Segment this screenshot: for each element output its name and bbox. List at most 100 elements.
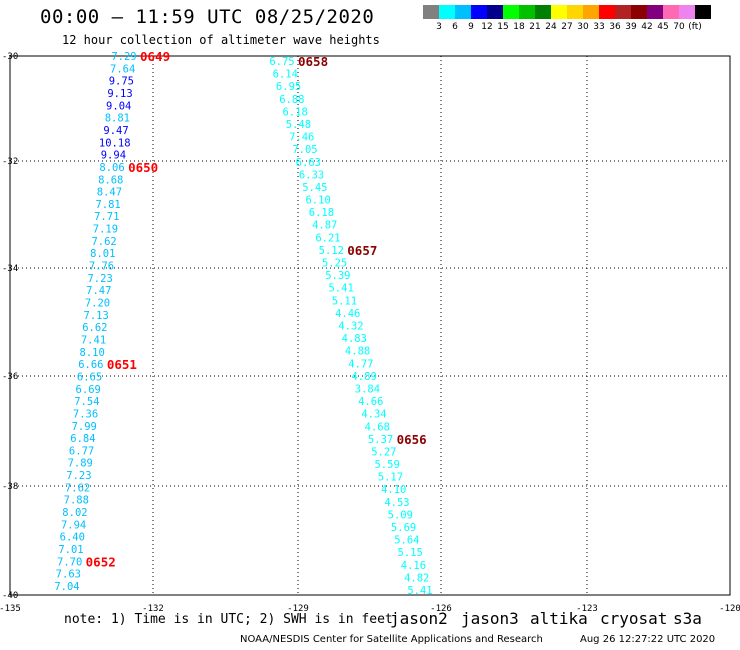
legend-label: 33: [593, 22, 605, 32]
swh-value: 5.45: [302, 182, 327, 194]
swh-value: 6.62: [82, 322, 107, 334]
legend-swatch: [423, 5, 439, 19]
swh-value: 6.18: [309, 207, 334, 219]
swh-value: 4.34: [361, 409, 386, 421]
legend-label: 30: [577, 22, 589, 32]
swh-value: 4.32: [338, 321, 363, 333]
lon-tick-label: -120: [719, 604, 740, 614]
legend-swatch: [695, 5, 711, 19]
swh-value: 7.81: [95, 199, 120, 211]
swh-value: 7.20: [85, 298, 110, 310]
swh-value: 6.14: [273, 69, 298, 81]
lon-tick-label: -135: [0, 604, 21, 614]
page-subtitle: 12 hour collection of altimeter wave hei…: [62, 33, 380, 47]
lon-tick-label: -129: [287, 604, 309, 614]
legend-swatch: [487, 5, 503, 19]
swh-value: 6.10: [305, 195, 330, 207]
swh-value: 6.69: [76, 384, 101, 396]
sat-label-altika: altika: [530, 609, 588, 628]
swh-value: 7.13: [84, 310, 109, 322]
swh-value: 7.46: [289, 132, 314, 144]
legend-swatch: [631, 5, 647, 19]
swh-value: 6.65: [77, 371, 102, 383]
swh-value: 4.68: [365, 421, 390, 433]
swh-value: 8.10: [80, 347, 105, 359]
legend-label: (ft): [688, 22, 702, 32]
swh-value: 4.83: [342, 333, 367, 345]
swh-value: 6.33: [299, 169, 324, 181]
legend-label: 21: [529, 22, 541, 32]
pass-time-label: 0649: [140, 49, 170, 64]
swh-value: 5.64: [394, 535, 419, 547]
swh-value: 7.29: [111, 51, 136, 63]
swh-value: 6.66: [78, 359, 103, 371]
swh-value: 7.94: [61, 519, 86, 531]
swh-value: 5.69: [391, 522, 416, 534]
swh-value: 8.47: [97, 187, 122, 199]
timestamp-text: Aug 26 12:27:22 UTC 2020: [580, 634, 716, 645]
footnote: note: 1) Time is in UTC; 2) SWH is in fe…: [64, 612, 393, 627]
swh-value: 7.89: [68, 458, 93, 470]
lat-tick-label: -34: [2, 264, 18, 274]
sat-label-jason3: jason3: [461, 609, 519, 628]
swh-value: 7.04: [54, 581, 79, 593]
legend-swatch: [663, 5, 679, 19]
swh-value: 8.06: [99, 162, 124, 174]
pass-time-label: 0656: [397, 432, 427, 447]
lon-tick-label: -132: [142, 604, 164, 614]
legend-label: 9: [468, 22, 474, 32]
sat-label-s3a: s3a: [673, 609, 702, 628]
legend-label: 18: [513, 22, 525, 32]
legend-swatch: [647, 5, 663, 19]
swh-value: 9.94: [101, 150, 126, 162]
swh-value: 4.66: [358, 396, 383, 408]
legend-label: 70: [673, 22, 685, 32]
legend-swatch: [439, 5, 455, 19]
swh-value: 6.95: [276, 81, 301, 93]
swh-value: 5.25: [322, 258, 347, 270]
swh-value: 5.48: [286, 119, 311, 131]
swh-value: 5.41: [328, 283, 353, 295]
swh-value: 7.19: [93, 224, 118, 236]
legend-label: 45: [657, 22, 669, 32]
pass-time-label: 0650: [128, 160, 158, 175]
swh-value: 5.39: [325, 270, 350, 282]
legend-label: 27: [561, 22, 573, 32]
swh-value: 9.04: [106, 100, 131, 112]
swh-value: 7.71: [94, 211, 119, 223]
swh-value: 4.16: [401, 560, 426, 572]
swh-value: 4.46: [335, 308, 360, 320]
legend-swatch: [503, 5, 519, 19]
swh-value: 7.63: [56, 569, 81, 581]
legend-label: 6: [452, 22, 458, 32]
swh-value: 8.02: [62, 507, 87, 519]
legend-swatch: [471, 5, 487, 19]
swh-value: 8.68: [98, 174, 123, 186]
legend-label: 12: [481, 22, 493, 32]
swh-value: 4.82: [404, 572, 429, 584]
lon-tick-label: -123: [576, 604, 598, 614]
swh-value: 7.01: [58, 544, 83, 556]
page-title: 00:00 – 11:59 UTC 08/25/2020: [40, 6, 375, 28]
swh-value: 6.18: [282, 106, 307, 118]
swh-value: 8.01: [90, 248, 115, 260]
credit-text: NOAA/NESDIS Center for Satellite Applica…: [240, 634, 543, 645]
swh-value: 5.17: [378, 472, 403, 484]
sat-label-jason2: jason2: [390, 609, 448, 628]
pass-time-label: 0651: [107, 357, 137, 372]
swh-value: 5.15: [397, 547, 422, 559]
lon-tick-label: -126: [430, 604, 452, 614]
lat-tick-label: -30: [2, 52, 18, 62]
swh-value: 7.36: [73, 408, 98, 420]
swh-value: 4.53: [384, 497, 409, 509]
swh-value: 7.64: [110, 63, 135, 75]
swh-value: 4.89: [351, 371, 376, 383]
swh-value: 7.23: [66, 470, 91, 482]
legend-swatch: [599, 5, 615, 19]
legend-swatch: [519, 5, 535, 19]
pass-time-label: 0658: [298, 54, 328, 69]
legend-label: 42: [641, 22, 653, 32]
legend-label: 24: [545, 22, 557, 32]
